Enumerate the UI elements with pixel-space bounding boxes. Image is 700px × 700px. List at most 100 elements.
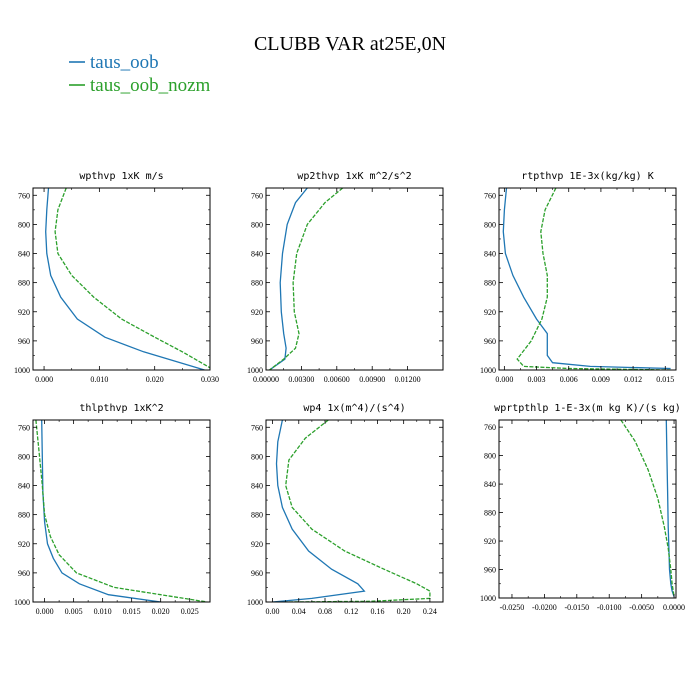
y-tick-label: 1000 — [480, 366, 496, 375]
x-tick-label: 0.00600 — [324, 375, 350, 384]
series-line-taus-oob-nozm — [620, 420, 675, 597]
x-tick-label: 0.00000 — [253, 375, 279, 384]
x-tick-label: 0.000 — [495, 375, 513, 384]
x-tick-label: 0.003 — [528, 375, 546, 384]
y-tick-label: 840 — [18, 250, 30, 259]
y-tick-label: 800 — [484, 452, 496, 461]
x-tick-label: 0.0000 — [663, 603, 685, 612]
x-tick-label: -0.0150 — [564, 603, 589, 612]
panel-2: wp2thvp 1xK m^2/s^2 760 800 840 880 920 960 100… — [247, 171, 444, 384]
y-tick-label: 920 — [484, 308, 496, 317]
x-tick-label: 0.000 — [35, 375, 53, 384]
plot-frame — [32, 419, 211, 603]
y-tick-label: 920 — [484, 537, 496, 546]
series-line-taus-oob-nozm — [54, 188, 210, 369]
x-tick-label: -0.0200 — [532, 603, 557, 612]
x-tick-label: 0.015 — [123, 607, 141, 616]
x-tick-label: 0.01200 — [395, 375, 421, 384]
panel-title: rtpthvp 1E-3x(kg/kg) K — [521, 171, 653, 182]
series-line-taus-oob-nozm — [516, 188, 671, 370]
panel-1: wpthvp 1xK m/s 760 800 840 880 920 960 1000 0.00… — [14, 171, 219, 384]
x-tick-label: 0.030 — [201, 375, 219, 384]
series-line-taus-oob — [45, 188, 205, 370]
figure-title: CLUBB VAR at25E,0N — [254, 33, 446, 55]
panel-3: rtpthvp 1E-3x(kg/kg) K 760 800 840 880 920 960… — [480, 171, 677, 384]
x-tick-label: 0.015 — [656, 375, 674, 384]
y-tick-label: 840 — [251, 482, 263, 491]
x-tick-label: 0.00 — [266, 607, 280, 616]
y-tick-label: 760 — [484, 191, 496, 200]
y-tick-label: 840 — [484, 480, 496, 489]
y-tick-label: 1000 — [247, 366, 263, 375]
y-tick-label: 840 — [18, 482, 30, 491]
series-line-taus-oob — [41, 420, 161, 602]
x-tick-label: 0.24 — [423, 607, 437, 616]
y-tick-label: 1000 — [480, 594, 496, 603]
y-tick-label: 880 — [484, 509, 496, 518]
y-tick-label: 880 — [484, 279, 496, 288]
y-tick-label: 920 — [18, 308, 30, 317]
x-tick-label: 0.00900 — [359, 375, 385, 384]
y-tick-label: 760 — [18, 423, 30, 432]
y-tick-label: 1000 — [14, 598, 30, 607]
x-tick-label: -0.0250 — [500, 603, 525, 612]
panel-4: thlpthvp 1xK^2 760 800 840 880 920 960 1000 0.00… — [14, 403, 211, 616]
x-tick-label: 0.020 — [152, 607, 170, 616]
y-tick-label: 760 — [251, 191, 263, 200]
plot-frame — [498, 419, 677, 599]
y-tick-label: 760 — [18, 191, 30, 200]
y-tick-label: 840 — [484, 250, 496, 259]
legend: taus_oob taus_oob_nozm — [69, 52, 211, 96]
y-tick-label: 960 — [484, 337, 496, 346]
y-tick-label: 760 — [251, 423, 263, 432]
y-tick-label: 800 — [18, 452, 30, 461]
y-tick-label: 960 — [484, 566, 496, 575]
y-tick-label: 800 — [484, 220, 496, 229]
series-line-taus-oob-nozm — [285, 420, 431, 602]
y-tick-label: 960 — [251, 337, 263, 346]
y-tick-label: 840 — [251, 250, 263, 259]
plot-frame — [265, 419, 444, 603]
y-tick-label: 1000 — [14, 366, 30, 375]
y-tick-label: 760 — [484, 423, 496, 432]
x-tick-label: 0.025 — [181, 607, 199, 616]
x-tick-label: 0.005 — [65, 607, 83, 616]
panel-title: wpthvp 1xK m/s — [79, 171, 163, 182]
plot-frame — [498, 187, 677, 371]
y-tick-label: 880 — [251, 511, 263, 520]
x-tick-label: 0.000 — [36, 607, 54, 616]
series-line-taus-oob — [272, 420, 366, 602]
x-tick-label: 0.12 — [344, 607, 358, 616]
x-tick-label: 0.010 — [94, 607, 112, 616]
x-tick-label: 0.010 — [90, 375, 108, 384]
x-tick-label: 0.00300 — [288, 375, 314, 384]
panel-6: wprtpthlp 1-E-3x(m kg K)/(s kg) 760 800 840… — [480, 403, 685, 612]
x-tick-label: 0.020 — [146, 375, 164, 384]
x-tick-label: 0.16 — [370, 607, 384, 616]
y-tick-label: 880 — [18, 279, 30, 288]
y-tick-label: 920 — [251, 540, 263, 549]
series-line-taus-oob-nozm — [269, 188, 344, 370]
y-tick-label: 960 — [18, 337, 30, 346]
y-tick-label: 800 — [251, 220, 263, 229]
y-tick-label: 880 — [251, 279, 263, 288]
x-tick-label: -0.0050 — [629, 603, 654, 612]
x-tick-label: 0.04 — [292, 607, 306, 616]
y-tick-label: 880 — [18, 511, 30, 520]
series-line-taus-oob — [269, 188, 308, 370]
y-tick-label: 920 — [251, 308, 263, 317]
x-tick-label: 0.20 — [397, 607, 411, 616]
y-tick-label: 960 — [18, 569, 30, 578]
series-line-taus-oob — [665, 420, 675, 597]
plot-frame — [32, 187, 211, 371]
panel-title: wprtpthlp 1-E-3x(m kg K)/(s kg) — [494, 403, 681, 414]
series-line-taus-oob — [502, 188, 671, 370]
panel-title: wp2thvp 1xK m^2/s^2 — [297, 171, 411, 182]
panels: wpthvp 1xK m/s76080084088092096010000.00… — [14, 171, 685, 616]
panel-title: thlpthvp 1xK^2 — [79, 403, 163, 414]
x-tick-label: 0.012 — [624, 375, 642, 384]
y-tick-label: 800 — [18, 220, 30, 229]
legend-label-taus-oob-nozm: taus_oob_nozm — [90, 75, 211, 96]
y-tick-label: 1000 — [247, 598, 263, 607]
